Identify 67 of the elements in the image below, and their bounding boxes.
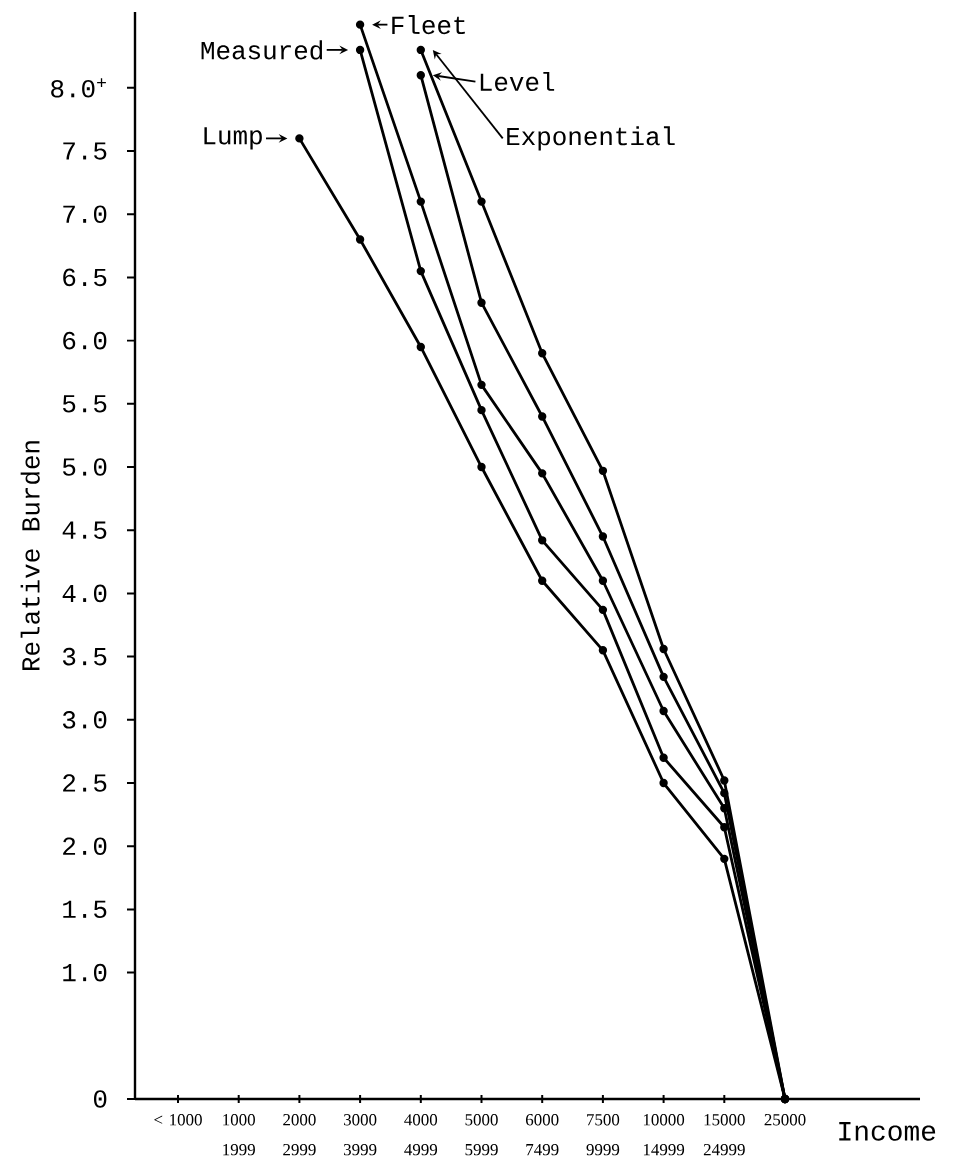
y-tick-label: 6.5: [63, 268, 107, 287]
point: [598, 605, 608, 615]
point: [477, 298, 486, 307]
point: [659, 753, 668, 762]
y-tick-label: 1.5: [63, 900, 107, 919]
point: [598, 646, 608, 655]
point: [477, 380, 486, 390]
x-tick-label: 2000 2999: [283, 1114, 316, 1156]
series-label: Lump: [204, 127, 262, 150]
x-tick-label: 7500 9999: [586, 1114, 620, 1156]
point: [720, 788, 729, 798]
x-tick-label: 4000 4999: [404, 1114, 438, 1156]
point: [355, 45, 365, 55]
y-tick-label: 5.5: [62, 395, 107, 413]
y-tick-label: 2.5: [63, 774, 107, 792]
point: [538, 576, 547, 585]
y-tick-label: 2.0: [63, 837, 107, 855]
y-tick-label: 4.5: [62, 521, 107, 539]
legend-label: Fleet: [392, 15, 465, 35]
x-tick-label: 10000 14999: [643, 1114, 685, 1156]
point: [538, 349, 547, 358]
point: [720, 823, 729, 832]
x-axis-title: Income: [839, 1122, 936, 1141]
point: [659, 778, 668, 788]
point: [720, 854, 729, 864]
legend-label: Level: [480, 71, 555, 92]
y-tick-label: 7.5: [63, 142, 107, 160]
y-tick-label: 3.0: [62, 711, 107, 729]
point: [538, 469, 547, 478]
point: [295, 134, 304, 143]
point: [477, 462, 486, 472]
series-label: Exponential: [507, 126, 675, 151]
point: [355, 20, 365, 29]
point: [477, 405, 486, 415]
x-tick-label: < 1000: [154, 1114, 202, 1126]
y-tick-label: 3.5: [62, 647, 107, 666]
point: [355, 235, 365, 244]
point: [416, 45, 425, 55]
point: [538, 412, 547, 421]
y-tick-label: 1.0: [63, 963, 107, 982]
point: [659, 644, 668, 654]
point: [416, 266, 425, 276]
point: [598, 532, 608, 541]
y-tick-label: 6.0: [63, 331, 107, 350]
x-tick-label: 1000 1999: [223, 1114, 255, 1156]
x-tick-label: 5000 5999: [465, 1114, 498, 1156]
y-tick-label: 5.0: [62, 458, 107, 476]
y-tick-label: 4.0: [62, 584, 107, 603]
y-tick-label: 7.0: [63, 205, 107, 224]
x-tick-label: 15000 24999: [703, 1114, 745, 1156]
y-tick-label: 0: [93, 1090, 107, 1108]
y-axis-title: Relative Burden: [20, 441, 40, 671]
x-tick-label: 6000 7499: [525, 1114, 559, 1156]
x-tick-label: 25000: [764, 1114, 806, 1126]
point: [659, 672, 668, 682]
point: [477, 197, 486, 206]
point: [416, 342, 425, 352]
y-tick-label: 8.0$^{+}$: [51, 78, 106, 98]
x-tick-label: 3000 3999: [343, 1114, 377, 1156]
point: [416, 71, 425, 80]
point: [416, 197, 425, 206]
point: [598, 466, 608, 475]
point: [538, 536, 547, 545]
legend-label: Measured: [201, 40, 323, 60]
point: [720, 776, 729, 785]
point: [598, 576, 608, 585]
point: [659, 706, 668, 716]
